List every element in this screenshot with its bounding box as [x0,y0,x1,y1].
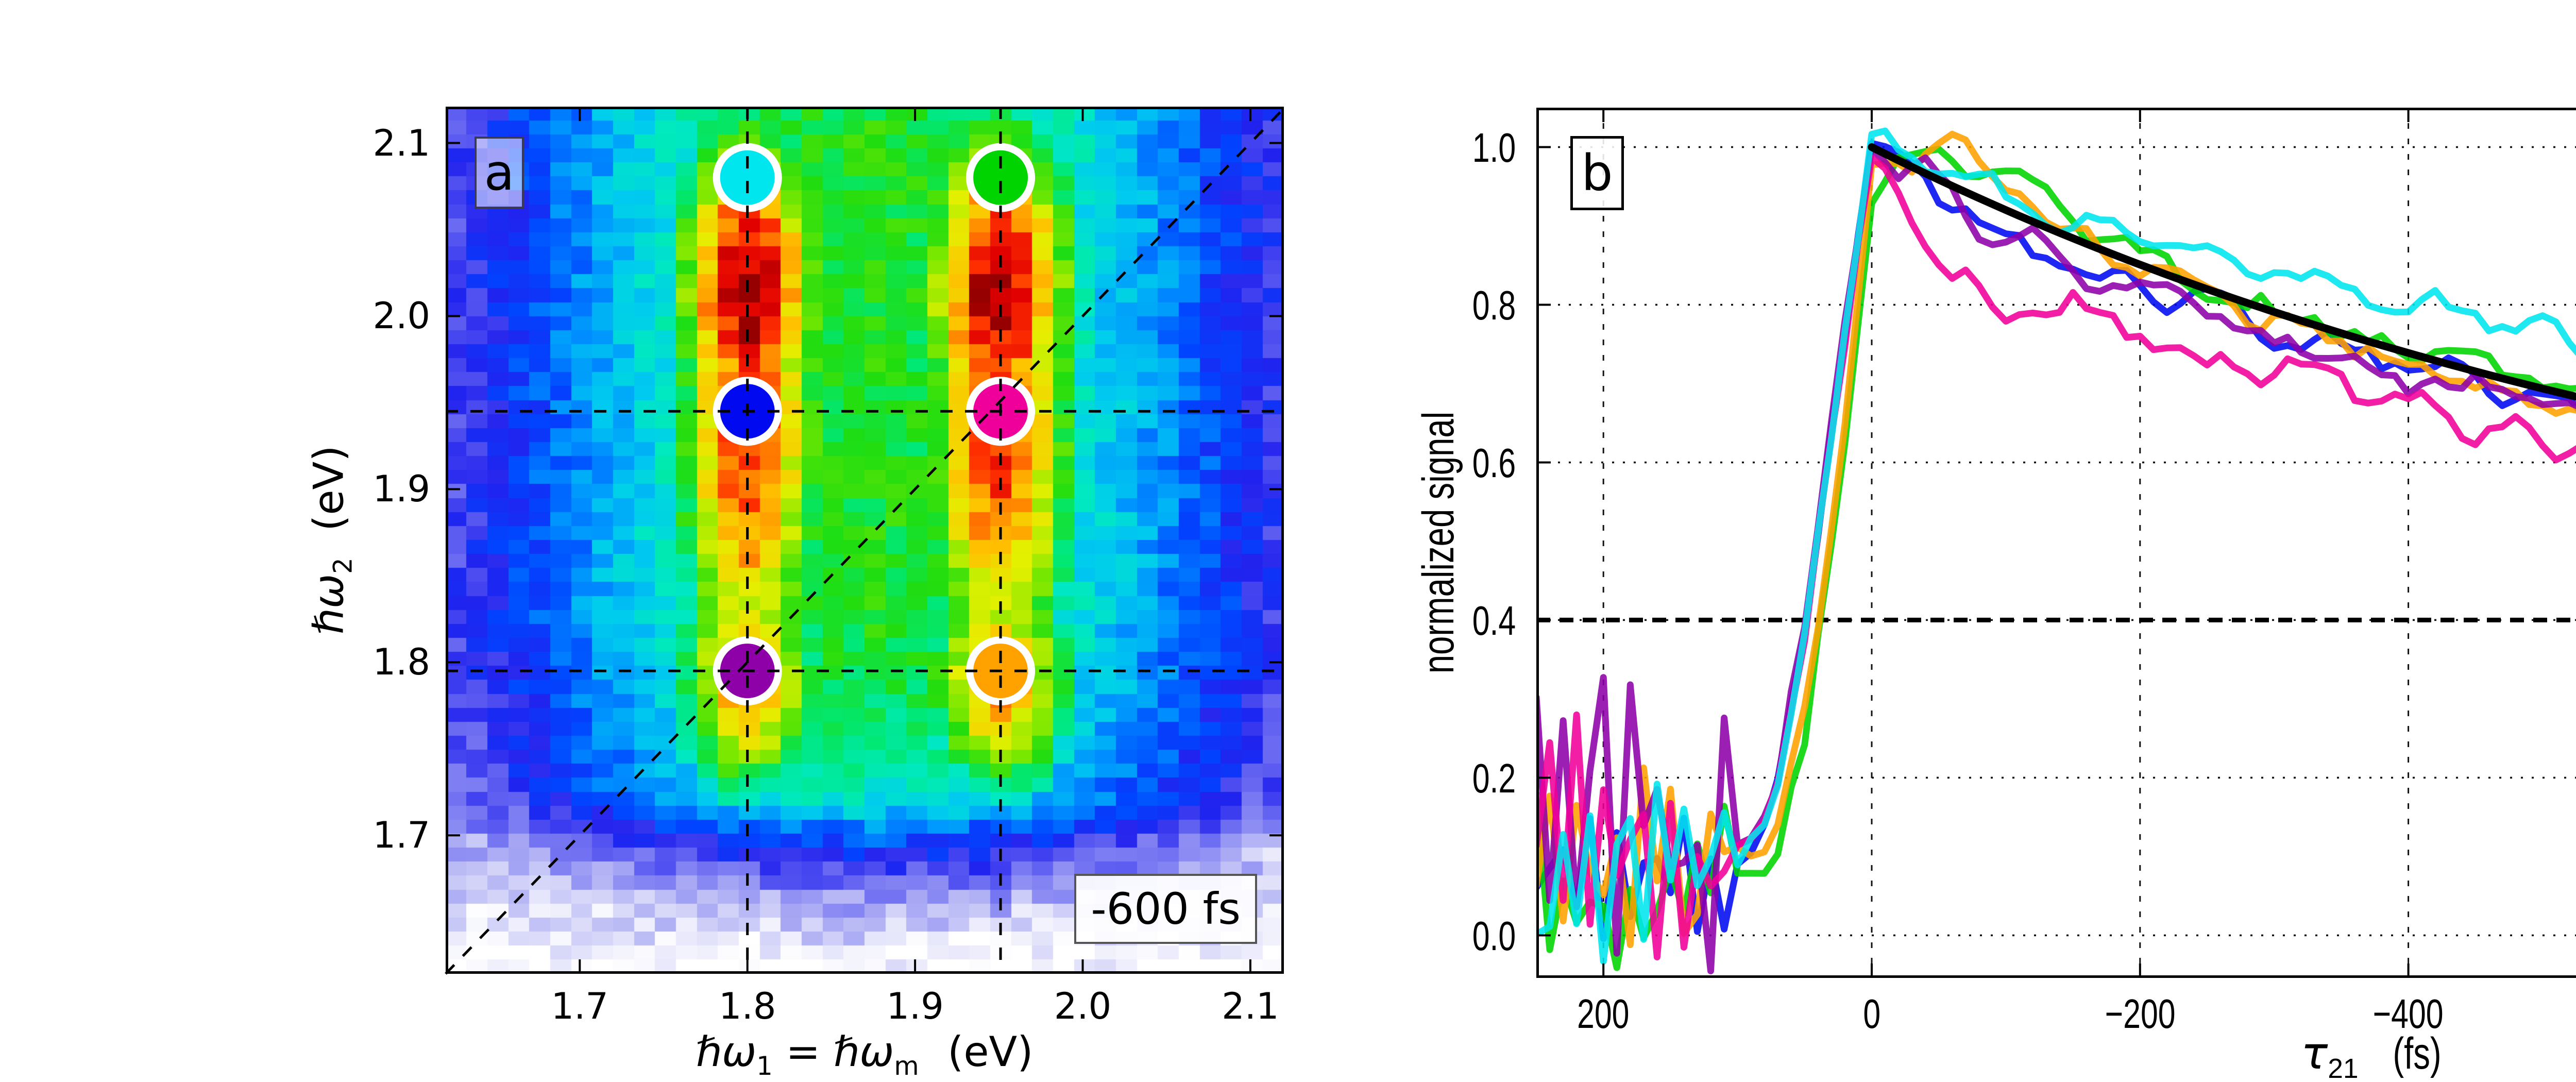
panel-a-frame [446,107,1284,974]
marker-green [966,143,1036,212]
panel-a-xtick-label: 1.9 [886,985,944,1027]
panel-a-ytick-label: 2.1 [372,122,430,164]
panel-a-plot: a -600 fs [445,106,1287,975]
panel-b-ytick-label: 0.8 [1472,282,1516,329]
panel-b-xtick-label: 0 [1863,991,1880,1037]
xlabel-sub2: m [894,1051,919,1081]
panel-a-xtick-label: 1.8 [719,985,776,1027]
trace-blue [1536,140,2576,942]
panel-b-xtick-label: −400 [2373,991,2444,1037]
panel-a-ytick-label: 1.8 [372,641,430,684]
panel-b-frame [1536,108,2576,978]
marker-cyan [713,143,782,212]
panel-b-ytick-label: 0.6 [1472,440,1516,486]
trace-magenta [1536,154,2576,960]
panel-b-ytick-label: 0.0 [1472,913,1516,959]
panel-b-overlay [1536,108,2576,978]
panel-b-label-box: b [1570,136,1624,210]
tau-unit: (fs) [2393,1029,2442,1078]
panel-a-xlabel: ℏω1 = ℏωm (eV) [696,1032,1033,1079]
panel-a-ytick-label: 2.0 [372,295,430,337]
panel-b-plot: b [1536,108,2576,978]
xlabel-unit: (eV) [947,1028,1033,1076]
panel-b-label: b [1581,144,1613,202]
panel-a-overlay [445,106,1287,975]
panel-b-xlabel: τ21 (fs) [2301,1032,2449,1082]
panel-b-xtick-label: 200 [1577,991,1630,1037]
panel-b-xtick-label: −600 [2573,993,2576,1035]
ylabel-sub: 2 [328,557,358,574]
panel-b-ytick-label: 0.2 [1472,755,1516,802]
panel-b-ylabel: normalized signal [1414,370,1463,715]
guide-diagonal [445,106,1287,975]
panel-a-ytick-label: 1.7 [372,814,430,857]
xlabel-sub: 1 [756,1051,773,1081]
xlabel-var2: ℏω [833,1028,894,1076]
xlabel-var: ℏω [696,1028,757,1076]
panel-b-xtick-label: −200 [2105,991,2176,1037]
panel-a-label: a [484,144,515,201]
panel-a-ytick-label: 1.9 [372,468,430,511]
trace-orange [1536,130,2576,949]
panel-a-xtick-label: 2.0 [1054,985,1112,1027]
tau-var: τ [2301,1028,2328,1079]
curves-group [1536,127,2576,974]
panel-b-ytick-label: 0.4 [1472,598,1516,644]
delay-annotation: -600 fs [1091,884,1241,934]
panel-b-ytick-label: 1.0 [1472,125,1516,171]
tau-sub: 21 [2328,1054,2359,1082]
trace-fit [1868,143,2576,401]
ylabel-var: ℏω [304,573,353,635]
xlabel-eq: = [786,1028,821,1076]
panel-a-label-box: a [474,137,524,209]
delay-annotation-box: -600 fs [1074,874,1257,944]
trace-cyan [1536,127,2576,965]
panel-a-xtick-label: 1.7 [551,985,608,1027]
panel-a-xtick-label: 2.1 [1222,985,1279,1027]
